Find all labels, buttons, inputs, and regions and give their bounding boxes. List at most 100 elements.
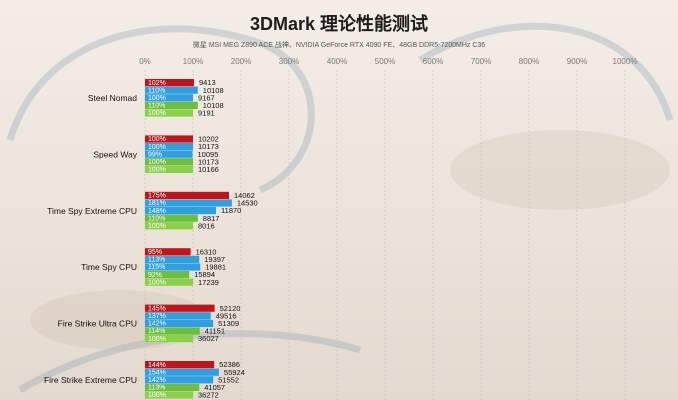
bar-value-label: 19881 xyxy=(205,263,226,272)
bar-value-label: 19397 xyxy=(204,255,225,264)
bar-value-label: 10202 xyxy=(198,135,219,144)
bar-value-label: 41151 xyxy=(205,327,225,336)
bar xyxy=(145,255,200,263)
bar-percent-label: 100% xyxy=(148,95,166,102)
bar-percent-label: 92% xyxy=(148,272,162,279)
bar-value-label: 36027 xyxy=(198,334,219,343)
bar-percent-label: 100% xyxy=(148,279,166,286)
bar-value-label: 10108 xyxy=(203,101,224,110)
bar-percent-label: 113% xyxy=(148,385,165,392)
category-label: Time Spy Extreme CPU xyxy=(47,206,137,216)
bar-value-label: 15894 xyxy=(194,270,215,279)
x-tick-label: 1000% xyxy=(613,57,638,66)
bar-value-label: 10108 xyxy=(203,86,224,95)
bar xyxy=(145,199,232,207)
x-tick-label: 300% xyxy=(279,57,299,66)
chart-title: 3DMark 理论性能测试 xyxy=(249,14,429,34)
bar-value-label: 51309 xyxy=(218,319,239,328)
x-tick-label: 600% xyxy=(423,57,443,66)
chart-subtitle: 微星 MSI MEG Z890 ACE 战神、NVIDIA GeForce RT… xyxy=(192,42,486,49)
bar-percent-label: 148% xyxy=(148,208,166,215)
x-tick-label: 900% xyxy=(567,57,587,66)
bar xyxy=(145,109,193,117)
bar xyxy=(145,94,193,102)
bar-percent-label: 144% xyxy=(148,362,166,369)
bar-percent-label: 100% xyxy=(148,136,166,143)
bar-percent-label: 137% xyxy=(148,313,166,320)
bar xyxy=(145,214,198,222)
bar-value-label: 8016 xyxy=(198,221,215,230)
x-tick-label: 200% xyxy=(231,57,251,66)
bar-value-label: 52386 xyxy=(219,360,240,369)
bar-value-label: 10173 xyxy=(198,157,219,166)
bar-percent-label: 100% xyxy=(148,110,166,117)
bar-percent-label: 99% xyxy=(148,151,162,158)
bar-value-label: 17239 xyxy=(198,278,219,287)
bar-percent-label: 100% xyxy=(148,159,166,166)
bar xyxy=(145,278,193,286)
bar-percent-label: 110% xyxy=(148,87,165,94)
bar-percent-label: 145% xyxy=(148,305,166,312)
bar xyxy=(145,319,214,327)
bar xyxy=(145,327,200,335)
bar-percent-label: 115% xyxy=(148,264,165,271)
category-label: Time Spy CPU xyxy=(81,262,137,272)
bar-value-label: 10166 xyxy=(198,165,219,174)
bar xyxy=(145,222,193,230)
bar-percent-label: 110% xyxy=(148,103,165,110)
bar-value-label: 9413 xyxy=(199,78,216,87)
bar-percent-label: 100% xyxy=(148,336,166,343)
bar-value-label: 51552 xyxy=(218,375,239,384)
bar-value-label: 41057 xyxy=(204,383,225,392)
category-label: Fire Strike Ultra CPU xyxy=(58,319,137,329)
bar-value-label: 10173 xyxy=(198,142,219,151)
bar xyxy=(145,335,193,343)
bar-value-label: 8817 xyxy=(203,214,220,223)
bar xyxy=(145,150,193,158)
bar xyxy=(145,191,229,199)
bar-value-label: 11870 xyxy=(221,206,241,215)
bar-value-label: 14062 xyxy=(234,191,255,200)
bar-value-label: 16310 xyxy=(196,247,217,256)
bar xyxy=(145,383,200,391)
bar xyxy=(145,101,198,109)
bar xyxy=(145,79,194,87)
bar-value-label: 55924 xyxy=(224,368,245,377)
bar xyxy=(145,368,219,376)
bar xyxy=(145,207,217,215)
x-tick-label: 800% xyxy=(519,57,539,66)
bar xyxy=(145,143,193,151)
bar xyxy=(145,271,190,279)
bar-value-label: 9167 xyxy=(198,93,215,102)
bar xyxy=(145,312,211,320)
bar xyxy=(145,376,214,384)
bar xyxy=(145,391,193,399)
x-tick-label: 700% xyxy=(471,57,491,66)
bar-percent-label: 114% xyxy=(148,328,165,335)
bar-value-label: 49516 xyxy=(216,311,237,320)
category-label: Fire Strike Extreme CPU xyxy=(44,375,137,385)
bar-percent-label: 95% xyxy=(148,249,162,256)
bar-percent-label: 110% xyxy=(148,215,165,222)
bar-value-label: 10095 xyxy=(198,150,219,159)
bar xyxy=(145,248,191,256)
bar-percent-label: 102% xyxy=(148,80,166,87)
bar-percent-label: 142% xyxy=(148,377,166,384)
x-tick-label: 0% xyxy=(139,57,151,66)
x-tick-label: 100% xyxy=(183,57,203,66)
bar-percent-label: 113% xyxy=(148,257,165,264)
bar-value-label: 14530 xyxy=(237,199,258,208)
bar-value-label: 52120 xyxy=(220,304,241,313)
category-label: Speed Way xyxy=(93,149,137,159)
x-tick-label: 500% xyxy=(375,57,395,66)
bar-percent-label: 181% xyxy=(148,200,166,207)
bar-percent-label: 100% xyxy=(148,392,166,399)
bar-value-label: 9191 xyxy=(198,109,215,118)
bar xyxy=(145,361,215,369)
x-tick-label: 400% xyxy=(327,57,347,66)
bar-value-label: 36272 xyxy=(198,391,219,400)
bar-percent-label: 100% xyxy=(148,167,166,174)
category-label: Steel Nomad xyxy=(88,93,137,103)
bar xyxy=(145,135,193,143)
